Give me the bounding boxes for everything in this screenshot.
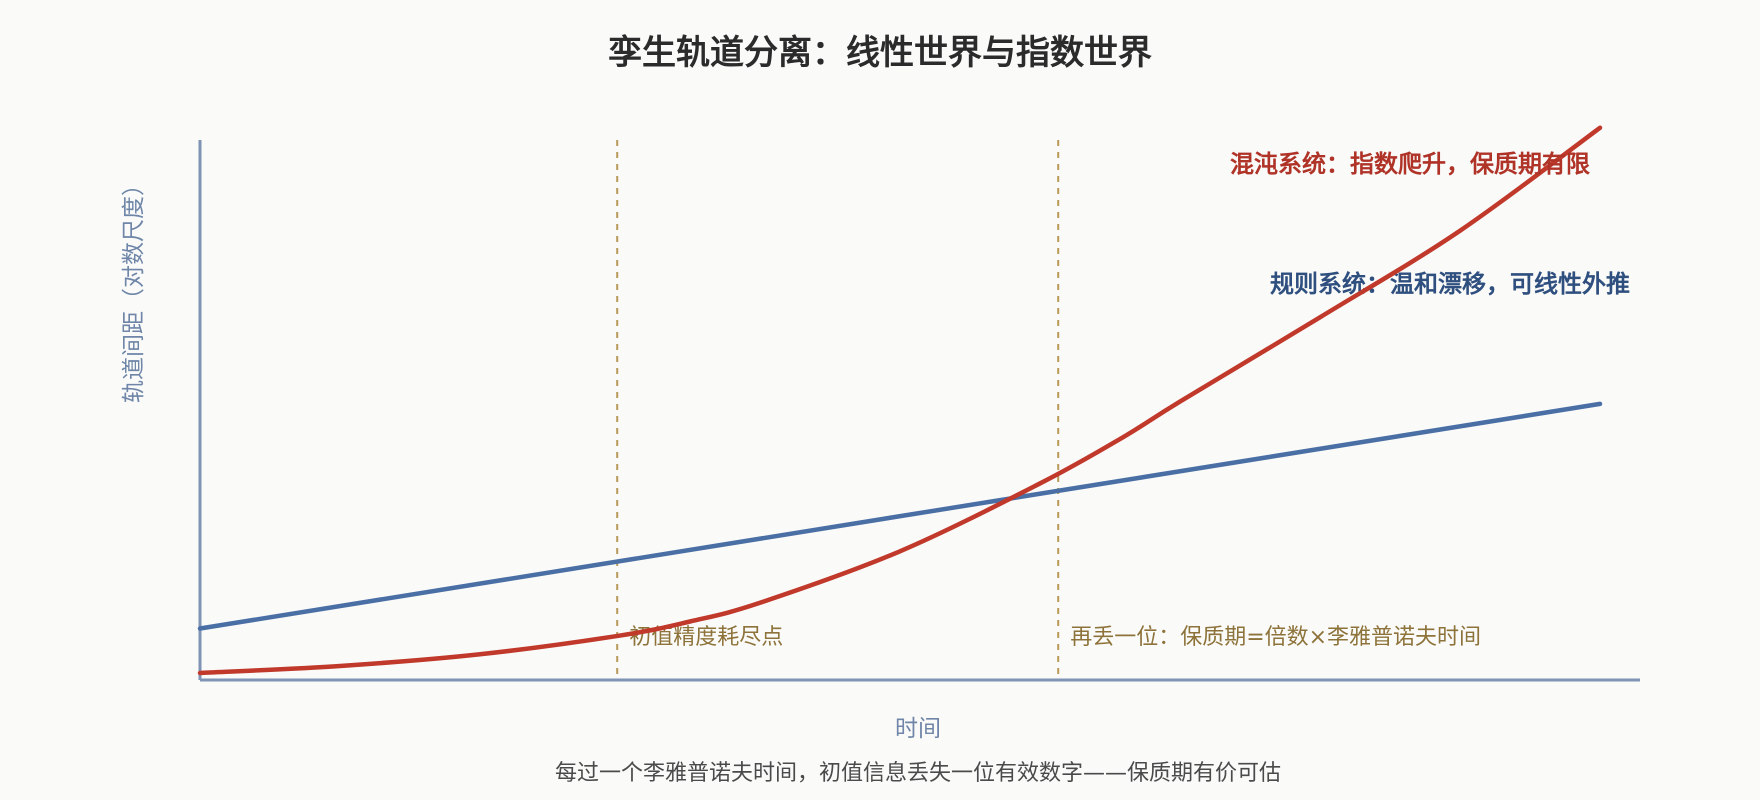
series-label-1: 规则系统：温和漂移，可线性外推 [1270,270,1630,298]
x-axis-label: 时间 [895,716,941,742]
chart-title: 孪生轨道分离：线性世界与指数世界 [608,33,1152,73]
series-label-2: 混沌系统：指数爬升，保质期有限 [1230,150,1590,178]
chart-caption: 每过一个李雅普诺夫时间，初值信息丢失一位有效数字——保质期有价可估 [555,761,1281,786]
series-line-2 [197,125,1603,676]
plot-area: 初值精度耗尽点 再丢一位：保质期=倍数×李雅普诺夫时间规则系统：温和漂移，可线性外… [197,125,1640,682]
series-line-1 [197,401,1603,631]
y-axis-label: 轨道间距（对数尺度） [121,173,147,403]
reference-line-label-2: 再丢一位：保质期=倍数×李雅普诺夫时间 [1070,625,1481,650]
